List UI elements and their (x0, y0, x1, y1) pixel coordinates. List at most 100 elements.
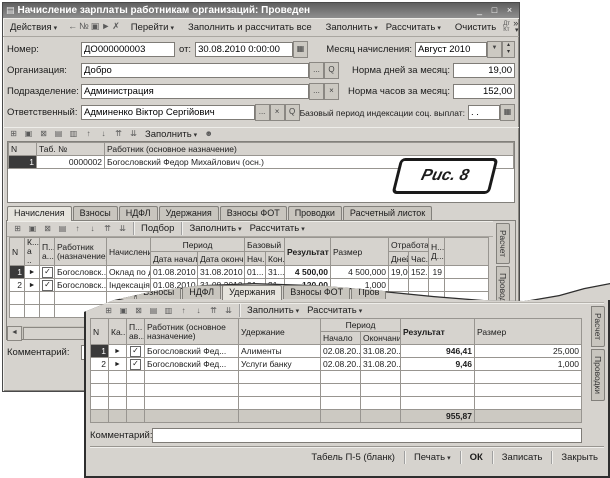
add-row-icon[interactable]: ⊞ (14, 223, 21, 233)
end-edit-icon[interactable]: ▤ (54, 129, 63, 138)
primary-checkbox[interactable]: ✓ (39, 265, 55, 279)
dtkt-icon[interactable]: Дт Кт (503, 21, 511, 33)
side-tab-postings[interactable]: Проводки (591, 349, 605, 401)
move-down-icon[interactable]: ↓ (101, 129, 106, 138)
copy-row-icon[interactable]: ▣ (119, 305, 128, 315)
tab-ndfl[interactable]: НДФЛ (118, 206, 158, 220)
choose-icon[interactable]: ... (254, 104, 270, 121)
add-row-icon[interactable]: ⊞ (105, 305, 112, 315)
organization-field[interactable] (81, 63, 309, 78)
fill-menu[interactable]: Заполнить ▾ (189, 223, 242, 234)
select-employees-icon[interactable]: ☻ (204, 129, 213, 138)
tab-fot[interactable]: Взносы ФОТ (219, 206, 287, 220)
norm-hours-field[interactable] (453, 84, 515, 99)
pick-button[interactable]: Подбор (141, 223, 175, 234)
number-field[interactable] (81, 42, 175, 57)
maximize-button[interactable]: □ (491, 5, 498, 15)
delete-row-icon[interactable]: ⊠ (40, 129, 47, 138)
table-row[interactable]: 1 ► ✓ Богословск... Оклад по дн... 01.08… (9, 265, 489, 279)
responsible-field[interactable] (81, 105, 255, 120)
sort-desc-icon[interactable]: ⇊ (225, 305, 232, 315)
side-tabs: Расчет Проводки (591, 306, 608, 403)
delete-row-icon[interactable]: ⊠ (135, 305, 142, 315)
days-cell: 19,00 (388, 265, 409, 279)
actions-menu[interactable]: Действия ▾ (10, 21, 58, 33)
end-edit-icon[interactable]: ▤ (149, 305, 158, 315)
sort-asc-icon[interactable]: ⇈ (115, 129, 122, 138)
print-menu[interactable]: Печать ▾ (413, 451, 451, 463)
tab-contributions[interactable]: Взносы (72, 206, 118, 220)
move-down-icon[interactable]: ↓ (196, 305, 201, 315)
tab-accruals[interactable]: Начисления (7, 206, 72, 221)
unpost-document-icon[interactable]: ✗ (112, 21, 120, 31)
table-row[interactable]: 2 ► ✓ Богословский Фед... Услуги банку 0… (90, 357, 582, 371)
fill-and-calc-all-button[interactable]: Заполнить и рассчитать все (187, 21, 312, 33)
columns-icon[interactable]: ▥ (164, 305, 173, 315)
table-row[interactable]: 1 ► ✓ Богословский Фед... Алименты 02.08… (90, 344, 582, 358)
calendar-icon[interactable]: ▦ (500, 104, 515, 121)
calculate-menu[interactable]: Рассчитать ▾ (249, 223, 305, 234)
fill-menu[interactable]: Заполнить ▾ (247, 305, 300, 316)
clear-field-icon[interactable]: × (269, 104, 285, 121)
calculate-menu[interactable]: Рассчитать ▾ (307, 305, 363, 316)
tab-deductions[interactable]: Удержания (222, 285, 283, 300)
accrual-month-field[interactable] (415, 42, 487, 57)
minimize-button[interactable]: _ (476, 5, 482, 15)
scroll-left-icon[interactable]: ◄ (7, 326, 22, 341)
ok-button[interactable]: ОК (469, 451, 483, 463)
copy-row-icon[interactable]: ▣ (24, 129, 33, 138)
close-window-button[interactable]: Закрыть (561, 451, 598, 463)
close-button[interactable]: × (506, 5, 513, 15)
sort-asc-icon[interactable]: ⇈ (104, 223, 111, 233)
columns-icon[interactable]: ▥ (69, 129, 78, 138)
choose-icon[interactable]: ... (309, 83, 324, 100)
end-edit-icon[interactable]: ▤ (58, 223, 67, 233)
move-down-icon[interactable]: ↓ (90, 223, 95, 233)
fill-employees-menu[interactable]: Заполнить ▾ (145, 128, 198, 140)
magnifier-icon[interactable]: Q (324, 62, 339, 79)
move-up-icon[interactable]: ↑ (75, 223, 80, 233)
goto-menu[interactable]: Перейти ▾ (130, 21, 174, 33)
sort-asc-icon[interactable]: ⇈ (210, 305, 217, 315)
comment-field[interactable] (152, 428, 582, 443)
save-button[interactable]: Записать (501, 451, 543, 463)
clear-button[interactable]: Очистить (454, 21, 497, 33)
primary-checkbox[interactable]: ✓ (39, 278, 55, 292)
sort-desc-icon[interactable]: ⇊ (130, 129, 137, 138)
sort-desc-icon[interactable]: ⇊ (119, 223, 126, 233)
set-number-icon[interactable]: № (79, 21, 89, 31)
primary-checkbox[interactable]: ✓ (126, 357, 145, 371)
side-tab-calc[interactable]: Расчет (591, 306, 605, 348)
norm-days-field[interactable] (453, 63, 515, 78)
department-field[interactable] (81, 84, 309, 99)
tab-ndfl[interactable]: НДФЛ (182, 285, 222, 299)
tab-deductions[interactable]: Удержания (158, 206, 219, 220)
tab-postings[interactable]: Проводки (287, 206, 342, 220)
month-spinner[interactable]: ▴ ▾ (502, 41, 515, 58)
copy-row-icon[interactable]: ▣ (28, 223, 37, 233)
add-row-icon[interactable]: ⊞ (10, 129, 17, 138)
tabel-p5-button[interactable]: Табель П-5 (бланк) (311, 451, 395, 463)
calendar-icon[interactable]: ▦ (293, 41, 309, 58)
move-up-icon[interactable]: ↑ (181, 305, 186, 315)
choose-icon[interactable]: ... (309, 62, 324, 79)
checkbox-icon: ✓ (42, 280, 53, 291)
post-document-icon[interactable]: ► (101, 21, 111, 31)
tab-payslip[interactable]: Расчетный листок (342, 206, 433, 220)
calculate-menu[interactable]: Рассчитать ▾ (385, 21, 441, 33)
magnifier-icon[interactable]: Q (284, 104, 300, 121)
move-up-icon[interactable]: ↑ (86, 129, 91, 138)
delete-row-icon[interactable]: ⊠ (44, 223, 51, 233)
base-period-field[interactable] (468, 105, 500, 120)
side-tab-calc[interactable]: Расчет (496, 223, 510, 265)
tab-fot[interactable]: Взносы ФОТ (283, 285, 351, 299)
copy-document-icon[interactable]: ▣ (90, 21, 100, 31)
date-field[interactable] (195, 42, 294, 57)
dropdown-icon[interactable]: ▼ (487, 41, 502, 58)
toolbar-overflow-button[interactable]: » ▾ (513, 18, 519, 35)
clear-field-icon[interactable]: × (324, 83, 339, 100)
primary-checkbox[interactable]: ✓ (126, 344, 145, 358)
fill-menu[interactable]: Заполнить ▾ (325, 21, 378, 33)
reread-icon[interactable]: ← (68, 21, 78, 31)
titlebar[interactable]: ▤ Начисление зарплаты работникам организ… (3, 3, 519, 18)
